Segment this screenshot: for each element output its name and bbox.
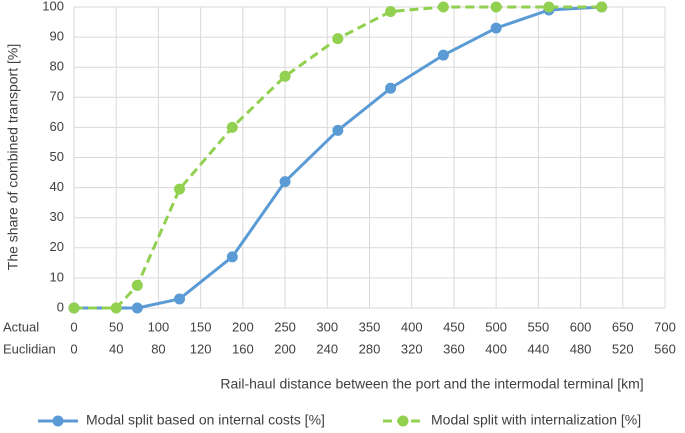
legend-label: Modal split based on internal costs [%]: [86, 412, 325, 428]
y-tick-label: 30: [50, 209, 64, 224]
legend-marker: [52, 415, 64, 427]
x-tick-label: 400: [485, 341, 507, 356]
legend-label: Modal split with internalization [%]: [431, 412, 641, 428]
data-point: [385, 82, 397, 94]
data-point: [490, 1, 502, 13]
x-tick-label: 400: [401, 319, 423, 334]
data-point: [437, 49, 449, 61]
x-tick-label: 240: [316, 341, 338, 356]
x-tick-label: 100: [148, 319, 170, 334]
x-tick-label: 0: [70, 319, 77, 334]
x-tick-label: 520: [612, 341, 634, 356]
data-point: [110, 302, 122, 314]
x-tick-label: 80: [151, 341, 165, 356]
x-tick-label: 550: [528, 319, 550, 334]
data-point: [226, 251, 238, 263]
x-tick-label: 500: [485, 319, 507, 334]
data-point: [174, 293, 186, 305]
series-line: [74, 5, 602, 310]
data-point: [279, 70, 291, 82]
y-tick-label: 80: [50, 59, 64, 74]
x-tick-label: 300: [316, 319, 338, 334]
x-tick-label: 600: [570, 319, 592, 334]
x-tick-label: 250: [274, 319, 296, 334]
data-point: [68, 302, 80, 314]
x-tick-label: 700: [654, 319, 676, 334]
data-point: [332, 33, 344, 45]
x-tick-label: 480: [570, 341, 592, 356]
x-axis-title: Rail-haul distance between the port and …: [220, 376, 643, 392]
x-row-label: Euclidian: [3, 341, 56, 356]
x-row-label: Actual: [3, 319, 39, 334]
x-tick-label: 360: [443, 341, 465, 356]
y-tick-label: 70: [50, 89, 64, 104]
x-tick-label: 560: [654, 341, 676, 356]
x-tick-label: 650: [612, 319, 634, 334]
data-point: [490, 22, 502, 34]
x-tick-label: 160: [232, 341, 254, 356]
x-tick-label: 50: [109, 319, 123, 334]
y-tick-label: 100: [42, 0, 64, 13]
x-tick-label: 40: [109, 341, 123, 356]
x-tick-label: 350: [359, 319, 381, 334]
data-point: [332, 124, 344, 136]
y-tick-label: 50: [50, 149, 64, 164]
y-tick-label: 60: [50, 119, 64, 134]
legend-marker: [397, 415, 409, 427]
y-axis-title: The share of combined transport [%]: [5, 44, 21, 270]
x-tick-label: 280: [359, 341, 381, 356]
y-tick-label: 90: [50, 29, 64, 44]
x-tick-label: 200: [232, 319, 254, 334]
y-tick-label: 10: [50, 269, 64, 284]
data-point: [174, 183, 186, 195]
y-tick-label: 40: [50, 179, 64, 194]
x-tick-label: 120: [190, 341, 212, 356]
y-tick-label: 0: [57, 299, 64, 314]
y-tick-label: 20: [50, 239, 64, 254]
data-point: [226, 121, 238, 133]
data-point: [131, 279, 143, 291]
x-tick-label: 440: [528, 341, 550, 356]
x-tick-label: 450: [443, 319, 465, 334]
x-tick-label: 0: [70, 341, 77, 356]
data-point: [543, 1, 555, 13]
x-tick-label: 320: [401, 341, 423, 356]
data-point: [385, 6, 397, 18]
data-point: [131, 302, 143, 314]
data-point: [596, 1, 608, 13]
data-point: [279, 176, 291, 188]
x-tick-label: 200: [274, 341, 296, 356]
x-tick-label: 150: [190, 319, 212, 334]
data-point: [437, 1, 449, 13]
